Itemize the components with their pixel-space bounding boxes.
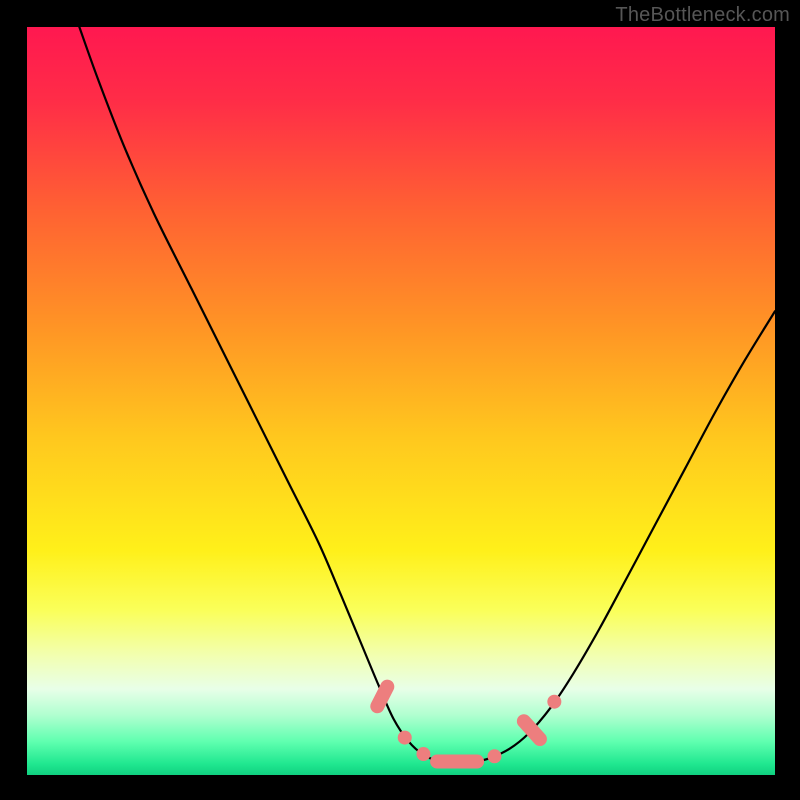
bottleneck-chart	[0, 0, 800, 800]
marker-pill	[377, 687, 387, 707]
marker-dot	[416, 747, 430, 761]
chart-container: { "watermark": { "text": "TheBottleneck.…	[0, 0, 800, 800]
marker-dot	[398, 731, 412, 745]
plot-background	[27, 27, 775, 775]
marker-dot	[547, 695, 561, 709]
watermark-text: TheBottleneck.com	[615, 4, 790, 27]
marker-dot	[488, 749, 502, 763]
